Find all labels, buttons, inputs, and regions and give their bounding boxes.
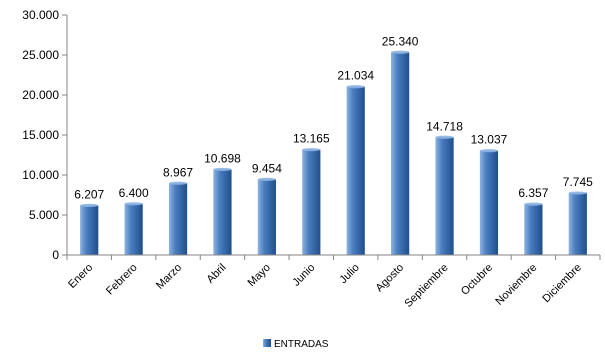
legend-swatch xyxy=(263,339,271,347)
bar-cap-agosto xyxy=(391,50,410,54)
x-axis-labels: Enero Febrero Marzo Abril Mayo Junio Julio Agos… xyxy=(66,262,584,310)
bars xyxy=(80,50,587,255)
data-label-diciembre: 7.745 xyxy=(563,175,593,189)
bar-septiembre xyxy=(435,137,454,255)
y-axis-ticks: 0 5.000 10.000 15.000 20.000 25.000 30.000 xyxy=(22,8,67,262)
bar-cap-febrero xyxy=(124,202,143,206)
x-tick-label-julio: Julio xyxy=(337,262,361,286)
bar-cap-diciembre xyxy=(568,191,587,195)
y-tick-label: 10.000 xyxy=(22,168,59,182)
data-label-noviembre: 6.357 xyxy=(518,186,548,200)
legend-label-entradas: ENTRADAS xyxy=(274,339,329,350)
bar-cap-enero xyxy=(80,203,99,207)
bar-enero xyxy=(80,205,99,255)
data-label-agosto: 25.340 xyxy=(382,34,419,48)
bar-cap-junio xyxy=(302,148,321,152)
bar-agosto xyxy=(391,52,410,255)
y-tick-label: 15.000 xyxy=(22,128,59,142)
x-tick-label-enero: Enero xyxy=(66,262,95,291)
bar-junio xyxy=(302,149,321,255)
bar-cap-mayo xyxy=(257,177,276,181)
x-tick-label-junio: Junio xyxy=(290,262,317,289)
y-tick-label: 5.000 xyxy=(29,208,59,222)
data-label-octubre: 13.037 xyxy=(471,133,508,147)
data-label-abril: 10.698 xyxy=(204,151,241,165)
x-tick-label-septiembre: Septiembre xyxy=(402,262,450,310)
data-label-febrero: 6.400 xyxy=(119,186,149,200)
axes xyxy=(66,15,601,260)
data-label-septiembre: 14.718 xyxy=(426,119,463,133)
data-label-junio: 13.165 xyxy=(293,132,330,146)
data-label-mayo: 9.454 xyxy=(252,161,282,175)
x-tick-label-octubre: Octubre xyxy=(459,262,495,298)
y-tick-label: 30.000 xyxy=(22,8,59,22)
x-tick-label-abril: Abril xyxy=(205,262,229,286)
bar-noviembre xyxy=(524,204,543,255)
x-tick-label-noviembre: Noviembre xyxy=(493,262,539,308)
data-labels: 6.207 6.400 8.967 10.698 9.454 13.165 21.034 25… xyxy=(74,34,593,201)
x-tick-label-febrero: Febrero xyxy=(104,262,140,298)
x-tick-label-mayo: Mayo xyxy=(245,262,273,290)
bar-febrero xyxy=(124,203,143,255)
bar-abril xyxy=(213,169,232,255)
data-label-marzo: 8.967 xyxy=(163,165,193,179)
y-tick-label: 20.000 xyxy=(22,88,59,102)
bar-cap-octubre xyxy=(479,149,499,153)
x-tick-label-diciembre: Diciembre xyxy=(540,262,583,305)
bar-octubre xyxy=(479,150,499,255)
y-tick-label: 25.000 xyxy=(22,48,59,62)
x-tick-label-agosto: Agosto xyxy=(374,262,407,295)
legend: ENTRADAS xyxy=(263,339,329,350)
data-label-julio: 21.034 xyxy=(337,69,374,83)
data-label-enero: 6.207 xyxy=(74,187,104,201)
bar-cap-abril xyxy=(213,167,232,172)
bar-cap-septiembre xyxy=(435,135,454,139)
bar-mayo xyxy=(257,179,276,255)
bar-marzo xyxy=(168,183,188,255)
bar-diciembre xyxy=(568,193,587,255)
bar-cap-julio xyxy=(346,85,365,89)
y-tick-label: 0 xyxy=(52,248,59,262)
bar-cap-marzo xyxy=(168,181,188,185)
bar-cap-noviembre xyxy=(524,202,543,206)
bar-julio xyxy=(346,86,365,255)
x-tick-label-marzo: Marzo xyxy=(154,262,184,292)
